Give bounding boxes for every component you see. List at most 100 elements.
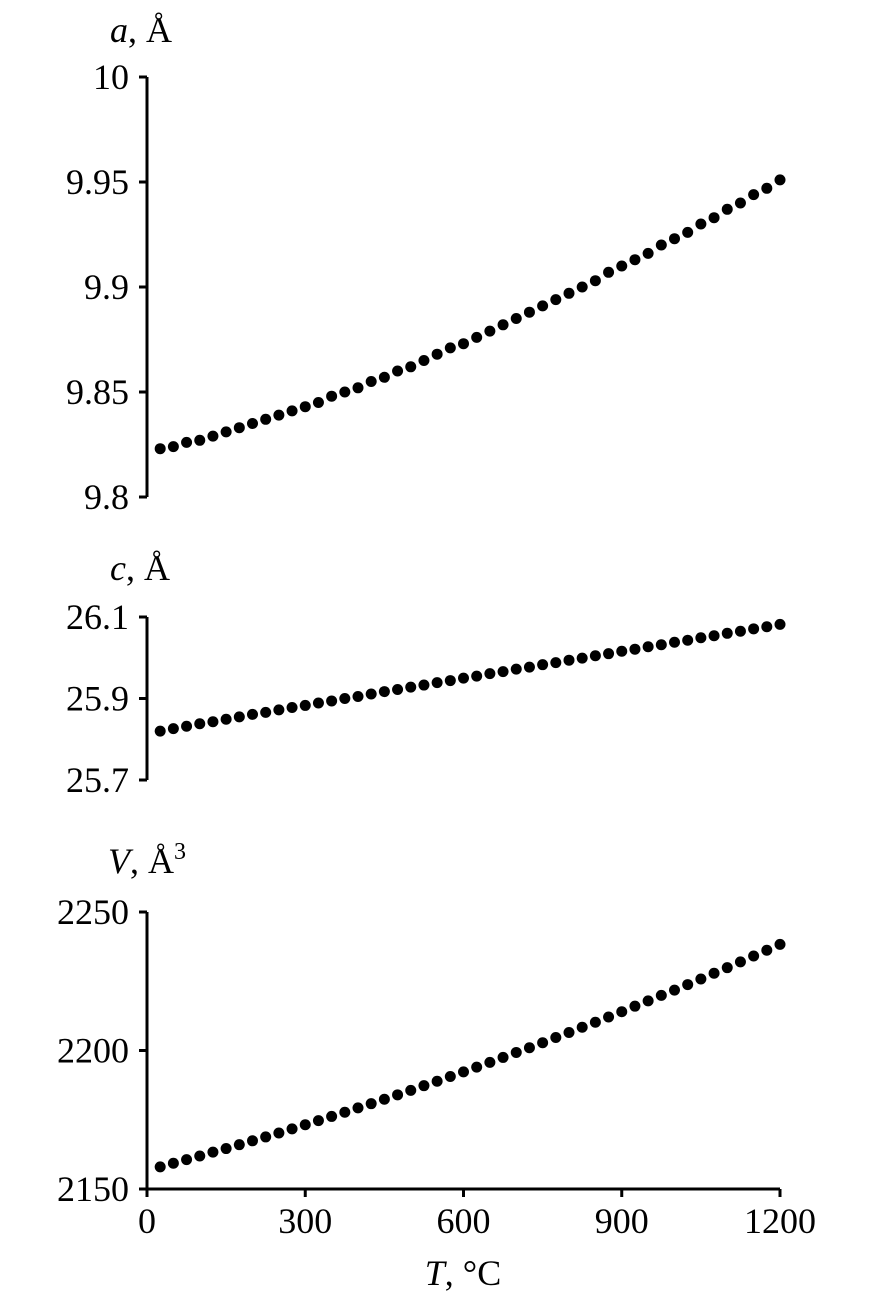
data-point: [589, 275, 601, 287]
y-tick-label: 9.85: [66, 372, 129, 412]
y-tick-label: 9.9: [84, 267, 129, 307]
data-point: [378, 686, 390, 698]
data-point: [326, 1110, 338, 1122]
panel-lattice-a: 9.8 9.85 9.9 9.95 10 a, Å: [66, 10, 786, 517]
data-point: [458, 672, 469, 684]
y-tick-label: 2150: [57, 1169, 129, 1209]
data-point: [576, 1021, 588, 1033]
data-point: [642, 641, 654, 653]
data-point: [721, 203, 733, 215]
data-point: [339, 1106, 351, 1118]
y-axis-label: a, Å: [110, 10, 172, 50]
data-point: [312, 1115, 324, 1127]
data-point: [352, 690, 364, 702]
data-point: [523, 661, 535, 673]
y-axis-label: c, Å: [110, 548, 170, 588]
data-point: [154, 1161, 166, 1173]
data-point: [418, 355, 430, 366]
data-point: [497, 666, 509, 678]
data-point: [537, 300, 549, 312]
data-point: [220, 713, 232, 725]
data-point: [669, 233, 680, 245]
data-point: [537, 1037, 549, 1049]
data-point: [444, 342, 456, 354]
data-point: [260, 706, 272, 718]
data-point: [589, 1016, 601, 1028]
data-point: [682, 634, 694, 646]
data-point: [207, 1146, 219, 1158]
data-point: [273, 409, 285, 421]
data-point: [339, 693, 351, 704]
data-point: [708, 630, 720, 642]
data-point: [774, 618, 786, 630]
data-point: [167, 723, 179, 735]
data-point: [471, 331, 483, 343]
data-point: [510, 1046, 522, 1058]
data-point: [563, 287, 575, 299]
data-point: [695, 218, 707, 230]
data-point: [431, 1075, 443, 1087]
data-point: [431, 348, 443, 360]
y-tick-label: 26.1: [66, 597, 129, 637]
data-point: [603, 1011, 615, 1023]
data-point: [708, 212, 720, 224]
data-point: [392, 365, 404, 377]
data-point: [154, 443, 166, 455]
data-point: [458, 1066, 469, 1078]
data-point: [550, 1031, 562, 1043]
data-point: [444, 1071, 456, 1083]
data-point: [629, 643, 641, 655]
y-tick-label: 10: [93, 57, 129, 97]
data-point: [392, 1089, 404, 1101]
x-tick-label: 0: [138, 1201, 156, 1241]
data-point: [207, 716, 219, 728]
data-point: [365, 1098, 377, 1110]
data-point: [260, 413, 272, 425]
x-tick-label: 300: [278, 1201, 332, 1241]
x-axis-label: T, °C: [425, 1253, 501, 1293]
data-point: [603, 266, 615, 278]
data-point: [510, 313, 522, 324]
data-point: [761, 621, 773, 633]
y-tick-label: 9.8: [84, 477, 129, 517]
data-point: [352, 1102, 364, 1114]
data-point: [497, 1051, 509, 1063]
data-point: [286, 701, 298, 713]
data-point: [299, 699, 311, 711]
data-point: [497, 319, 509, 331]
data-point: [207, 430, 219, 442]
data-point: [734, 197, 746, 209]
data-point: [471, 1061, 483, 1073]
data-point: [682, 979, 694, 991]
data-point: [708, 967, 720, 979]
data-point: [721, 627, 733, 639]
data-point: [444, 675, 456, 687]
data-point: [748, 950, 760, 962]
data-point: [286, 1123, 298, 1135]
data-point: [484, 325, 496, 337]
y-tick-label: 25.9: [66, 679, 129, 719]
data-point: [339, 386, 351, 398]
data-point: [312, 697, 324, 709]
data-point: [669, 636, 680, 648]
y-axis-label: V, Å3: [108, 839, 186, 881]
data-point: [642, 247, 654, 259]
data-point: [550, 657, 562, 669]
data-point: [299, 1119, 311, 1131]
data-point: [312, 397, 324, 408]
data-point: [510, 663, 522, 675]
data-point: [616, 645, 628, 657]
data-point: [260, 1131, 272, 1143]
data-point: [603, 648, 615, 660]
panel-lattice-c: 25.7 25.9 26.1 c, Å: [66, 548, 786, 800]
data-point: [774, 174, 786, 186]
data-point: [761, 944, 773, 956]
data-point: [194, 718, 206, 730]
data-point: [523, 1042, 535, 1054]
data-point: [484, 1056, 496, 1068]
data-point: [392, 684, 404, 696]
data-point: [629, 254, 641, 266]
data-point: [247, 708, 258, 720]
data-point: [167, 1157, 179, 1169]
data-point: [431, 677, 443, 689]
